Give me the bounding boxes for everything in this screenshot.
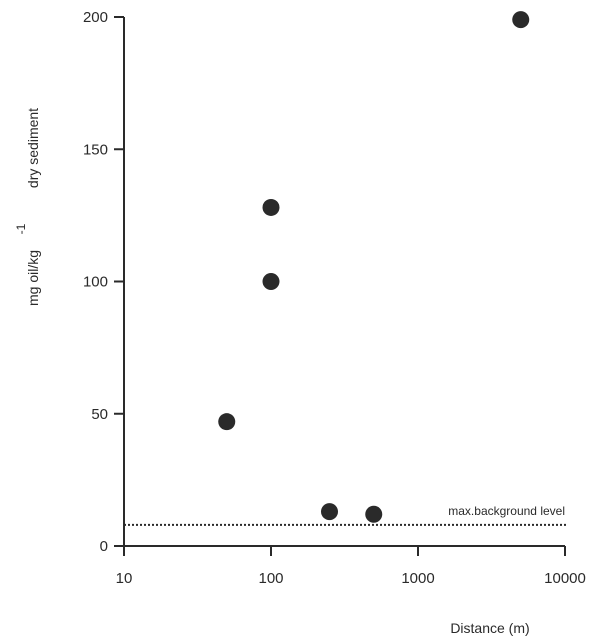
data-points: [218, 11, 530, 523]
y-axis-label: mg oil/kg -1 dry sediment: [14, 108, 41, 306]
y-tick-label: 50: [91, 406, 108, 423]
data-point: [365, 505, 383, 523]
y-tick-label: 200: [83, 9, 108, 26]
x-axis-label: Distance (m): [450, 620, 529, 636]
data-point: [262, 198, 280, 216]
x-tick-label: 10000: [544, 570, 586, 587]
axis-labels: Distance (m) mg oil/kg -1 dry sediment: [14, 108, 530, 636]
y-axis-label-exponent: -1: [14, 223, 28, 234]
data-point: [320, 503, 338, 521]
y-axis-label-part2: dry sediment: [25, 108, 41, 188]
x-tick-label: 10: [116, 570, 133, 587]
y-tick-label: 0: [100, 538, 108, 555]
data-point: [512, 11, 530, 29]
axes: 0 50 100 150 200 10 100 1000 10000: [83, 9, 586, 587]
y-tick-label: 150: [83, 141, 108, 158]
data-point: [262, 273, 280, 290]
x-tick-label: 100: [258, 570, 283, 587]
reference-line-group: max.background level: [124, 504, 568, 526]
y-tick-label: 100: [83, 274, 108, 291]
data-point: [218, 413, 236, 431]
x-tick-label: 1000: [401, 570, 434, 587]
reference-line-label: max.background level: [448, 504, 565, 518]
y-axis-label-part1: mg oil/kg: [25, 250, 41, 306]
